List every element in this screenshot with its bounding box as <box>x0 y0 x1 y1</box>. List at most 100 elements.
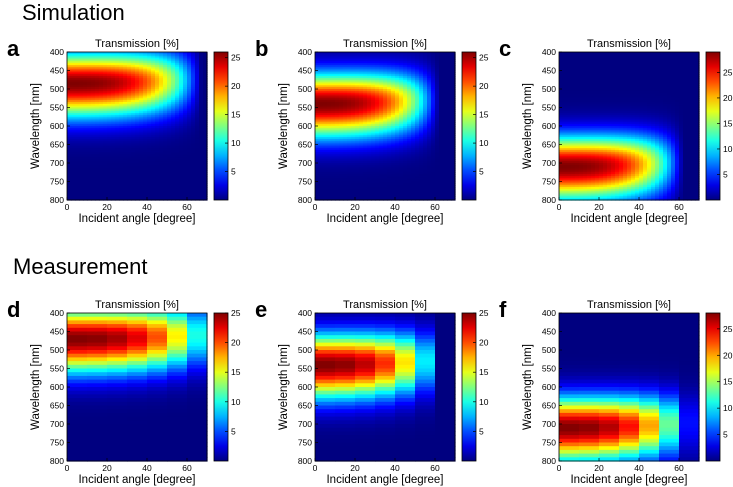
heatmap-cell <box>159 124 164 127</box>
heatmap-cell <box>195 164 200 168</box>
heatmap-cell <box>175 57 180 60</box>
heatmap-cell <box>367 94 372 97</box>
heatmap-cell <box>395 103 400 107</box>
heatmap-cell <box>383 131 388 134</box>
heatmap-cell <box>351 133 356 136</box>
heatmap-cell <box>347 63 352 66</box>
heatmap-cell <box>131 83 136 86</box>
heatmap-cell <box>327 90 332 94</box>
heatmap-cell <box>347 150 352 153</box>
heatmap-cell <box>99 59 104 62</box>
heatmap-cell <box>339 118 344 122</box>
heatmap-cell <box>103 113 108 116</box>
heatmap-cell <box>139 185 144 188</box>
heatmap-cell <box>183 89 188 92</box>
heatmap-cell <box>163 198 168 201</box>
heatmap-cell <box>115 177 120 181</box>
heatmap-cell <box>179 170 184 173</box>
heatmap-cell <box>419 157 424 160</box>
heatmap-cell <box>151 138 156 142</box>
heatmap-cell <box>379 55 384 59</box>
heatmap-cell <box>91 129 96 133</box>
heatmap-cell <box>415 192 420 196</box>
heatmap-cell <box>383 133 388 136</box>
heatmap-cell <box>171 190 176 194</box>
heatmap-cell <box>335 159 340 162</box>
heatmap-cell <box>119 70 124 73</box>
heatmap-cell <box>387 64 392 68</box>
heatmap-cell <box>119 61 124 64</box>
heatmap-cell <box>127 70 132 73</box>
heatmap-cell <box>147 113 152 116</box>
heatmap-cell <box>107 144 112 147</box>
heatmap-cell <box>347 100 352 103</box>
heatmap-cell <box>119 85 124 88</box>
heatmap-cell <box>131 153 136 157</box>
heatmap-cell <box>327 133 332 136</box>
heatmap-cell <box>95 122 100 125</box>
heatmap-cell <box>395 150 400 153</box>
heatmap-cell <box>351 100 356 103</box>
heatmap-cell <box>67 196 72 199</box>
heatmap-cell <box>175 168 180 171</box>
heatmap-cell <box>171 114 176 118</box>
heatmap-cell <box>83 122 88 125</box>
heatmap-cell <box>375 138 380 142</box>
heatmap-cell <box>411 183 416 186</box>
heatmap-cell <box>127 196 132 199</box>
heatmap-cell <box>387 98 392 101</box>
heatmap-cell <box>375 122 380 125</box>
heatmap-cell <box>395 105 400 109</box>
heatmap-cell <box>379 129 384 133</box>
heatmap-cell <box>111 70 116 73</box>
heatmap-cell <box>203 83 208 86</box>
heatmap-cell <box>91 111 96 114</box>
heatmap-cell <box>315 68 320 72</box>
heatmap-cell <box>83 100 88 103</box>
heatmap-cell <box>203 181 208 184</box>
heatmap-cell <box>347 74 352 77</box>
heatmap-cell <box>159 155 164 159</box>
heatmap-cell <box>383 161 388 164</box>
heatmap-cell <box>131 170 136 173</box>
heatmap-cell <box>371 118 376 122</box>
heatmap-cell <box>87 151 92 155</box>
heatmap-cell <box>407 87 412 90</box>
heatmap-cell <box>139 155 144 159</box>
heatmap-cell <box>339 79 344 83</box>
heatmap-cell <box>375 77 380 81</box>
heatmap-cell <box>163 137 168 140</box>
heatmap-cell <box>387 94 392 97</box>
heatmap-cell <box>171 164 176 168</box>
heatmap-cell <box>335 90 340 94</box>
heatmap-cell <box>71 179 76 183</box>
heatmap-cell <box>343 148 348 151</box>
heatmap-cell <box>91 188 96 192</box>
heatmap-cell <box>71 98 76 101</box>
heatmap-cell <box>327 172 332 175</box>
heatmap-cell <box>127 94 132 97</box>
heatmap-cell <box>383 89 388 92</box>
heatmap-cell <box>331 137 336 140</box>
heatmap-cell <box>91 155 96 159</box>
heatmap-cell <box>347 137 352 140</box>
heatmap-cell <box>407 76 412 79</box>
heatmap-cell <box>75 114 80 118</box>
heatmap-cell <box>111 196 116 199</box>
heatmap-cell <box>95 118 100 122</box>
heatmap-cell <box>331 85 336 88</box>
heatmap-cell <box>407 140 412 144</box>
heatmap-cell <box>83 120 88 123</box>
heatmap-cell <box>391 61 396 64</box>
heatmap-cell <box>347 127 352 131</box>
heatmap-cell <box>91 164 96 168</box>
heatmap-cell <box>99 126 104 129</box>
heatmap-cell <box>99 198 104 201</box>
heatmap-cell <box>375 129 380 133</box>
heatmap-cell <box>83 118 88 122</box>
heatmap-cell <box>115 129 120 133</box>
heatmap-cell <box>119 179 124 183</box>
heatmap-cell <box>395 133 400 136</box>
heatmap-cell <box>407 96 412 99</box>
heatmap-cell <box>83 68 88 72</box>
